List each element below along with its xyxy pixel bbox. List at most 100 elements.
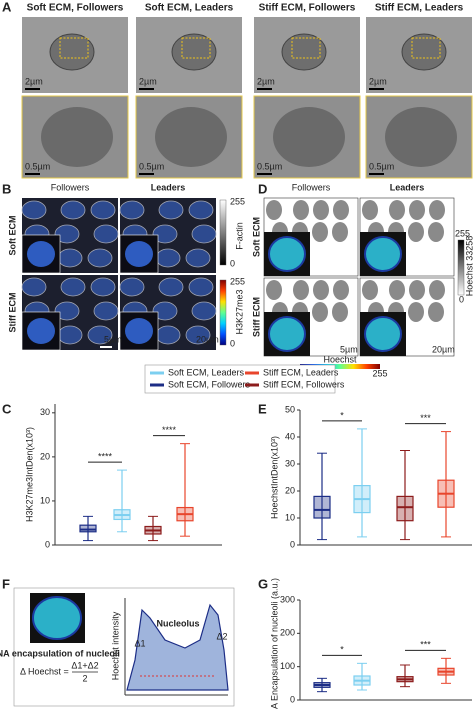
nucleus <box>428 222 444 242</box>
scale-label: 5µm <box>340 344 358 354</box>
cell <box>87 325 113 345</box>
nucleus <box>293 200 309 220</box>
sig-label: **** <box>162 425 177 435</box>
scale-label: 2µm <box>139 76 157 86</box>
formula: 2 <box>82 673 87 683</box>
y-tick-label: 0 <box>45 539 50 549</box>
inset-nucleus <box>364 316 402 352</box>
cell <box>155 325 181 345</box>
nucleus-zoom <box>41 107 113 167</box>
nucleus <box>313 200 329 220</box>
sig-label: * <box>340 410 344 420</box>
inset-nucleus <box>27 318 55 344</box>
panel-letter: F <box>2 576 10 591</box>
nucleus <box>332 302 348 322</box>
y-axis-label: Hoechst intensity <box>110 611 120 680</box>
y-tick-label: 10 <box>40 495 50 505</box>
cell <box>90 200 116 220</box>
cell <box>21 277 47 297</box>
nucleus <box>333 200 349 220</box>
row-header: Soft ECM <box>251 217 261 257</box>
cell <box>119 200 145 220</box>
colorbar <box>219 279 227 346</box>
col-header: Followers <box>51 182 90 192</box>
cell <box>158 200 184 220</box>
panel-header: Stiff ECM, Followers <box>259 3 356 14</box>
colorbar-min: 0 <box>459 294 464 304</box>
nucleus <box>408 222 424 242</box>
y-tick-label: 30 <box>285 458 295 468</box>
inset-nucleus <box>27 241 55 267</box>
inset-nucleus <box>125 318 153 344</box>
col-header: Followers <box>292 182 331 192</box>
cell <box>60 277 86 297</box>
panel-letter: C <box>2 401 12 416</box>
cell <box>54 301 80 321</box>
sig-label: *** <box>420 640 431 650</box>
scale-label: 20µm <box>196 334 219 344</box>
colorbar-max: 255 <box>230 276 245 286</box>
col-header: Leaders <box>390 182 425 192</box>
colorbar-max: 255 <box>372 368 387 378</box>
cell <box>54 224 80 244</box>
legend-label: Soft ECM, Leaders <box>168 367 245 377</box>
nucleus <box>362 200 378 220</box>
box <box>79 524 97 533</box>
cell <box>158 277 184 297</box>
scale-label: 20µm <box>432 344 455 354</box>
nucleus <box>401 33 447 71</box>
sig-label: **** <box>98 451 113 461</box>
nucleus <box>281 33 327 71</box>
y-tick-label: 30 <box>40 407 50 417</box>
row-header: Stiff ECM <box>7 293 17 333</box>
nucleus <box>266 280 282 300</box>
colorbar <box>219 199 227 266</box>
nucleus <box>266 200 282 220</box>
zoom-box <box>181 37 211 59</box>
scale-label: 0.5µm <box>25 161 50 171</box>
y-tick-label: 100 <box>280 661 295 671</box>
y-tick-label: 20 <box>285 485 295 495</box>
inset-nucleus <box>125 241 153 267</box>
y-tick-label: 10 <box>285 512 295 522</box>
row-header: Soft ECM <box>7 216 17 256</box>
y-tick-label: 0 <box>290 694 295 704</box>
y-tick-label: 200 <box>280 628 295 638</box>
y-tick-label: 20 <box>40 451 50 461</box>
nucleus <box>32 596 82 640</box>
profile <box>126 603 229 691</box>
nucleus <box>409 200 425 220</box>
cell <box>191 301 217 321</box>
nucleus <box>428 302 444 322</box>
panel-letter: A <box>2 0 12 14</box>
y-tick-label: 50 <box>285 404 295 414</box>
nucleus <box>389 280 405 300</box>
scale-label: 2µm <box>25 76 43 86</box>
colorbar-max: 255 <box>230 196 245 206</box>
sig-label: *** <box>420 413 431 423</box>
y-tick-label: 0 <box>290 539 295 549</box>
panel-letter: B <box>2 181 11 196</box>
sig-label: * <box>340 645 344 655</box>
nucleus <box>313 280 329 300</box>
panel-letter: G <box>258 576 268 591</box>
cell <box>155 248 181 268</box>
cell <box>185 248 211 268</box>
legend-label: Stiff ECM, Followers <box>263 379 345 389</box>
colorbar-max: 255 <box>455 228 470 238</box>
panel-letter: D <box>258 181 267 196</box>
cell <box>93 301 119 321</box>
scale-label: 0.5µm <box>139 161 164 171</box>
cell <box>21 200 47 220</box>
cell <box>191 224 217 244</box>
zoom-box <box>59 37 89 59</box>
cell <box>60 200 86 220</box>
cell <box>119 277 145 297</box>
scale-label: 5µm <box>104 334 122 344</box>
inset-nucleus <box>364 236 402 272</box>
nucleus-zoom <box>273 107 345 167</box>
delta-label: Δ2 <box>216 631 227 641</box>
cell <box>57 248 83 268</box>
panel-header: Soft ECM, Leaders <box>145 3 234 14</box>
row-header: Stiff ECM <box>251 297 261 337</box>
